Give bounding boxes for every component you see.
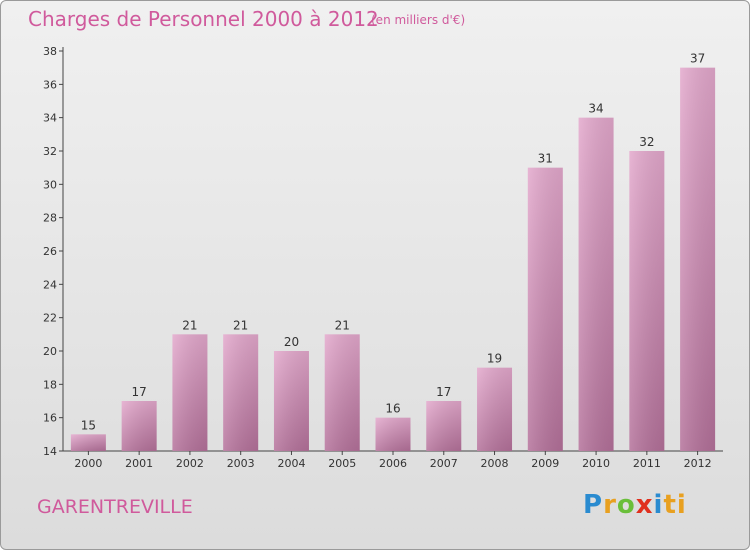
bar-shade — [527, 167, 563, 451]
y-tick-label: 20 — [43, 345, 57, 358]
logo-letter: o — [616, 490, 636, 520]
logo-letter: i — [653, 490, 664, 520]
logo-letter: r — [603, 490, 617, 520]
y-tick-label: 14 — [43, 445, 57, 458]
bar-shade — [680, 67, 716, 452]
chart-subtitle: (en milliers d'€) — [371, 13, 466, 27]
y-tick-label: 26 — [43, 245, 57, 258]
y-tick-label: 18 — [43, 378, 57, 391]
y-tick-label: 16 — [43, 412, 57, 425]
logo-letter: ti — [663, 490, 687, 520]
logo-letter: x — [635, 490, 654, 520]
x-tick-label: 2010 — [582, 457, 610, 470]
x-tick-label: 2006 — [379, 457, 407, 470]
data-label: 21 — [233, 318, 248, 332]
bar-shade — [223, 334, 259, 451]
data-label: 19 — [487, 352, 502, 366]
data-label: 17 — [436, 385, 451, 399]
y-tick-label: 34 — [43, 112, 57, 125]
y-tick-label: 22 — [43, 312, 57, 325]
data-label: 17 — [132, 385, 147, 399]
y-tick-label: 28 — [43, 212, 57, 225]
x-tick-label: 2000 — [74, 457, 102, 470]
data-label: 21 — [335, 318, 350, 332]
commune-name: GARENTREVILLE — [37, 496, 193, 518]
bar-shade — [578, 117, 614, 452]
logo-letter: P — [583, 490, 604, 520]
bar-shade — [70, 434, 106, 451]
chart-title: Charges de Personnel 2000 à 2012 — [28, 7, 379, 31]
bar-shade — [273, 351, 309, 451]
y-tick-label: 24 — [43, 278, 57, 291]
proxiti-logo: Proxiti — [583, 490, 687, 520]
bar-shade — [324, 334, 360, 451]
x-tick-label: 2012 — [684, 457, 712, 470]
bar-shade — [477, 367, 513, 451]
bar-shade — [426, 401, 462, 451]
bar-shade — [172, 334, 208, 451]
bar-shade — [629, 151, 665, 451]
data-label: 31 — [538, 152, 553, 166]
y-tick-label: 32 — [43, 145, 57, 158]
x-tick-label: 2004 — [277, 457, 305, 470]
data-label: 32 — [639, 135, 654, 149]
data-label: 37 — [690, 52, 705, 66]
x-tick-label: 2009 — [531, 457, 559, 470]
x-tick-label: 2003 — [227, 457, 255, 470]
bar-shade — [375, 417, 411, 451]
data-label: 21 — [182, 318, 197, 332]
x-tick-label: 2007 — [430, 457, 458, 470]
bar-shade — [121, 401, 157, 451]
x-tick-label: 2011 — [633, 457, 661, 470]
y-tick-label: 38 — [43, 45, 57, 58]
y-tick-label: 36 — [43, 78, 57, 91]
x-tick-label: 2008 — [481, 457, 509, 470]
data-label: 34 — [588, 102, 603, 116]
x-tick-label: 2001 — [125, 457, 153, 470]
data-label: 16 — [385, 402, 400, 416]
x-tick-label: 2005 — [328, 457, 356, 470]
data-label: 20 — [284, 335, 299, 349]
data-label: 15 — [81, 418, 96, 432]
y-tick-label: 30 — [43, 178, 57, 191]
x-tick-label: 2002 — [176, 457, 204, 470]
